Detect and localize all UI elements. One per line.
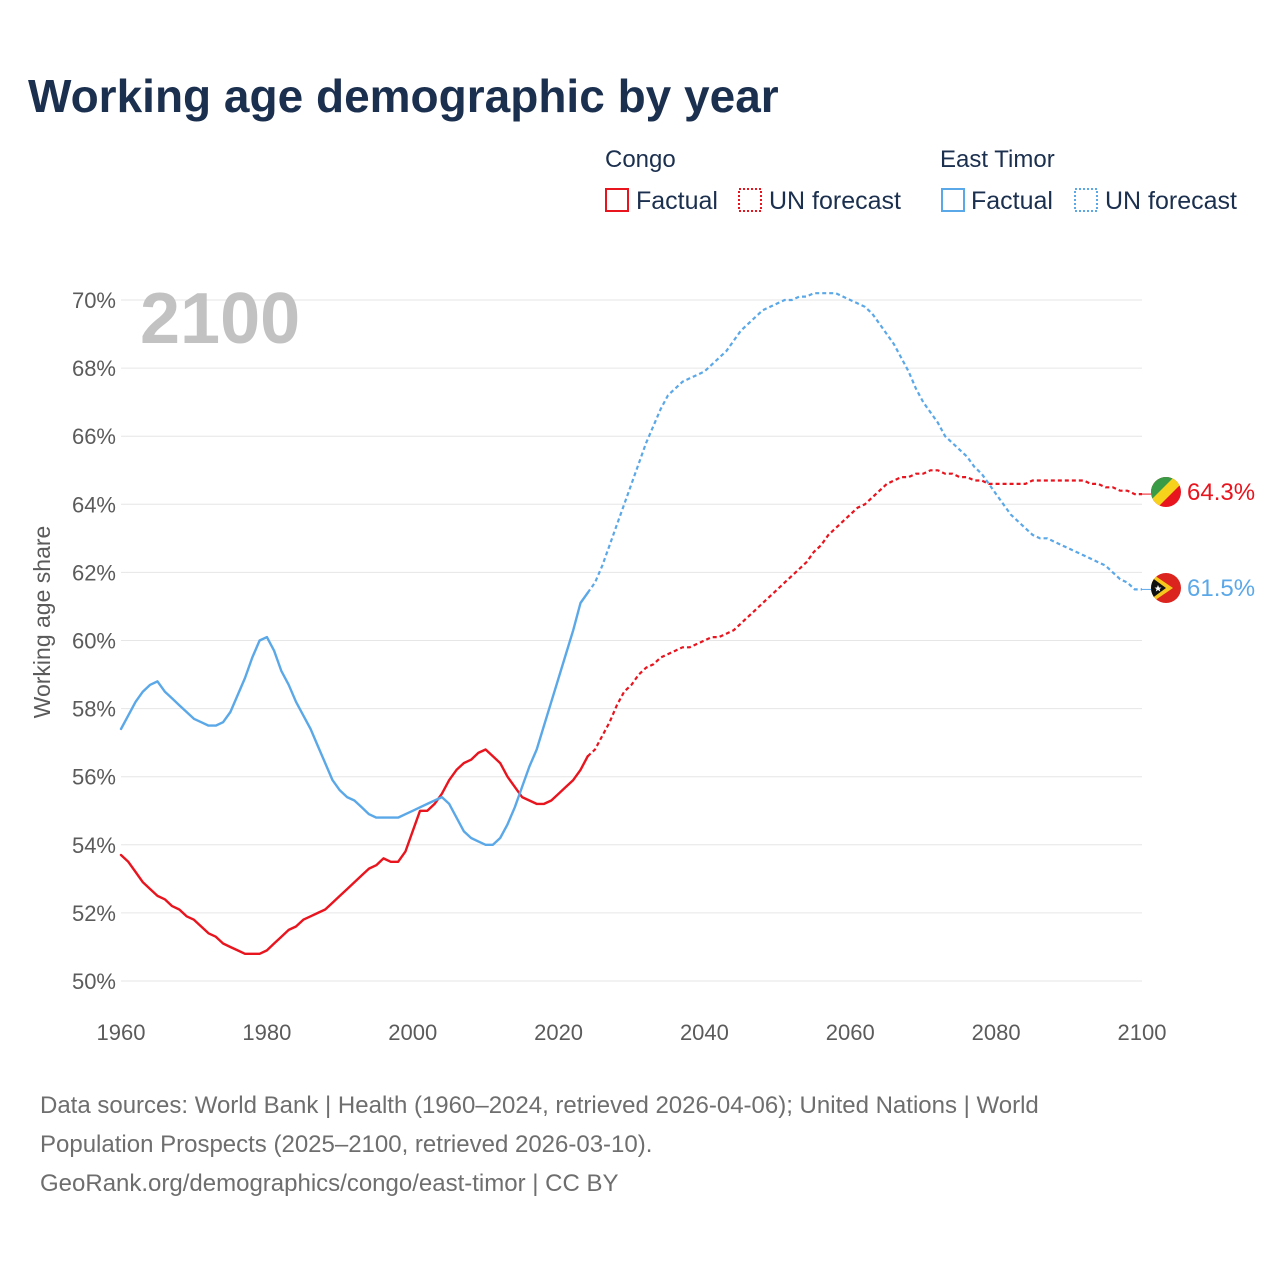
x-tick-label: 2100: [1118, 1020, 1167, 1045]
x-tick-label: 2040: [680, 1020, 729, 1045]
chart: Working age demographic by year Congo Fa…: [28, 70, 1255, 1045]
legend: Congo Factual UN forecast East Timor Fac…: [605, 146, 1237, 215]
legend-swatch-east-timor-forecast: [1074, 188, 1098, 212]
gridlines: [121, 299, 1142, 982]
y-tick-label: 62%: [72, 560, 116, 585]
series-lines: [119, 292, 1151, 955]
congo-flag-icon: [1151, 477, 1181, 507]
congo-end-value-label: 64.3%: [1187, 479, 1255, 506]
y-tick-label: 50%: [72, 969, 116, 994]
east-timor-flag-icon: [1151, 573, 1181, 603]
legend-label-congo-factual: Factual: [636, 187, 718, 215]
east-timor-factual-line: [119, 591, 589, 846]
x-tick-label: 2020: [534, 1020, 583, 1045]
y-tick-label: 68%: [72, 356, 116, 381]
x-tick-label: 1980: [242, 1020, 291, 1045]
y-tick-label: 64%: [72, 492, 116, 517]
east-timor-end-value-label: 61.5%: [1187, 575, 1255, 602]
y-tick-label: 66%: [72, 424, 116, 449]
x-axis-ticks: 1960 1980 2000 2020 2040 2060 2080 2100: [97, 1020, 1167, 1045]
legend-swatch-east-timor-factual: [941, 188, 965, 212]
east-timor-forecast-line: [586, 292, 1142, 594]
chart-title: Working age demographic by year: [28, 70, 779, 122]
year-watermark: 2100: [140, 279, 300, 359]
congo-factual-line: [119, 748, 589, 955]
footer-sources-line-1: Data sources: World Bank | Health (1960–…: [40, 1092, 1039, 1119]
y-tick-label: 56%: [72, 765, 116, 790]
x-tick-label: 1960: [97, 1020, 146, 1045]
legend-label-east-timor-factual: Factual: [971, 187, 1053, 215]
legend-group-congo: Congo: [605, 146, 676, 173]
footer-sources-line-2: Population Prospects (2025–2100, retriev…: [40, 1131, 653, 1158]
legend-label-east-timor-forecast: UN forecast: [1105, 187, 1237, 215]
legend-group-east-timor: East Timor: [940, 146, 1055, 173]
congo-forecast-line: [586, 469, 1142, 758]
footer: Data sources: World Bank | Health (1960–…: [40, 1086, 1240, 1203]
y-tick-label: 70%: [72, 288, 116, 313]
y-tick-label: 58%: [72, 697, 116, 722]
y-axis-label: Working age share: [29, 526, 55, 719]
y-tick-label: 60%: [72, 629, 116, 654]
legend-swatch-congo-factual: [605, 188, 629, 212]
y-tick-label: 54%: [72, 833, 116, 858]
y-tick-label: 52%: [72, 901, 116, 926]
footer-attribution: GeoRank.org/demographics/congo/east-timo…: [40, 1170, 619, 1197]
legend-label-congo-forecast: UN forecast: [769, 187, 901, 215]
x-tick-label: 2080: [972, 1020, 1021, 1045]
y-axis-ticks: 50% 52% 54% 56% 58% 60% 62% 64% 66% 68% 70%: [72, 288, 116, 994]
x-tick-label: 2000: [388, 1020, 437, 1045]
x-tick-label: 2060: [826, 1020, 875, 1045]
legend-swatch-congo-forecast: [738, 188, 762, 212]
